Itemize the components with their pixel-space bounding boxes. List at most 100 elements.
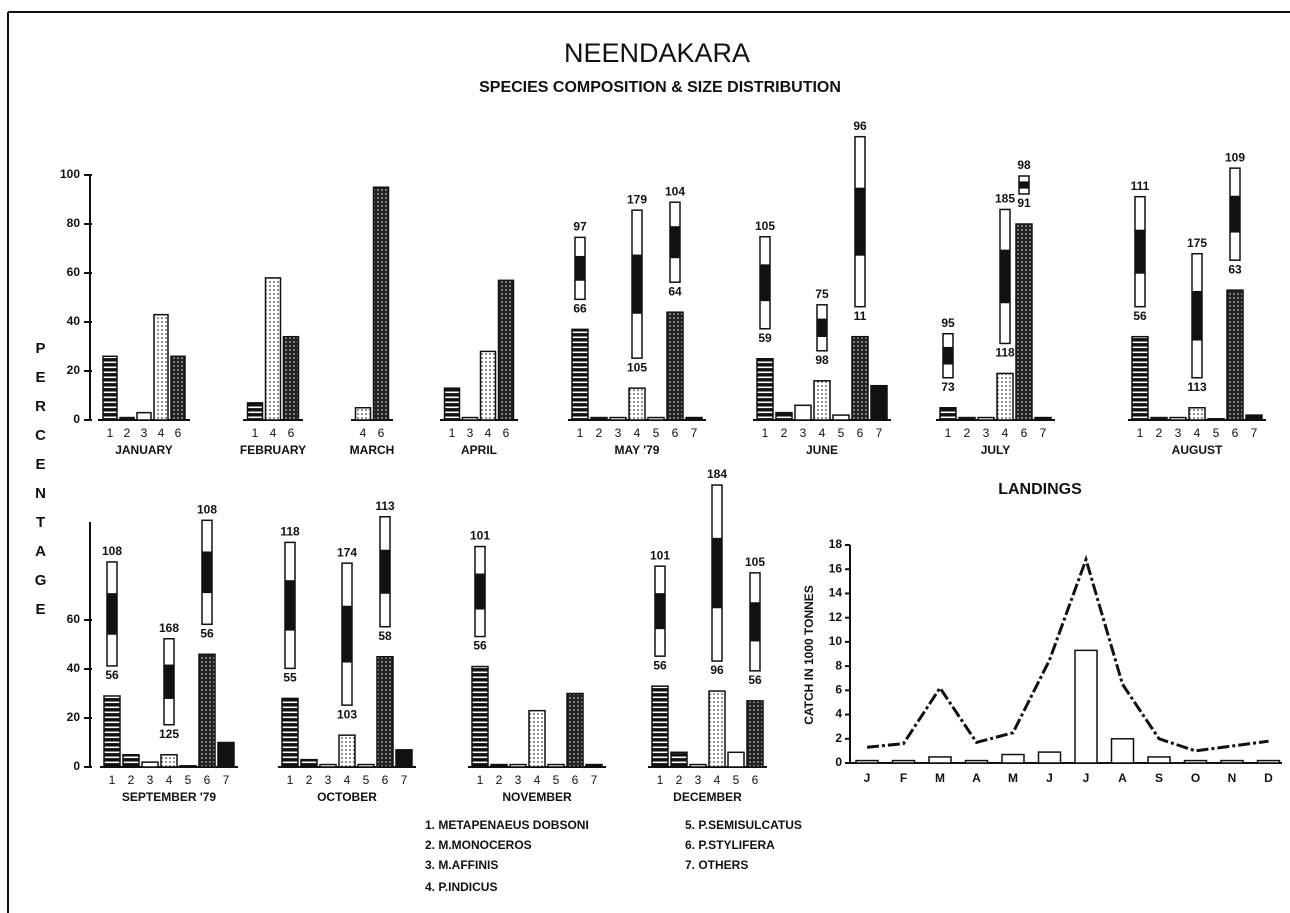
x-tick-label: 5 — [838, 426, 845, 440]
x-tick-label: 1 — [449, 426, 456, 440]
y-tick-label: 14 — [829, 586, 843, 600]
size-mode — [380, 549, 390, 594]
bar — [628, 387, 646, 421]
x-tick-label: 4 — [1002, 426, 1009, 440]
bar — [855, 759, 879, 764]
size-min-label: 11 — [854, 309, 867, 323]
bar — [160, 754, 178, 768]
size-min-label: 59 — [758, 331, 772, 345]
bar — [153, 313, 169, 421]
bar — [746, 700, 764, 768]
x-tick-label: 1 — [1137, 426, 1144, 440]
bar — [217, 741, 235, 768]
legend-entry: 6. P.STYLIFERA — [685, 838, 775, 852]
x-tick-label: 1 — [109, 773, 116, 787]
x-tick-label: 6 — [378, 426, 385, 440]
size-mode — [202, 551, 212, 594]
size-mode — [1135, 229, 1145, 274]
y-tick-label: 4 — [835, 707, 842, 721]
size-min-label: 96 — [710, 663, 724, 677]
size-max-label: 101 — [470, 529, 490, 543]
x-tick-label: 4 — [634, 426, 641, 440]
x-tick-label: 6 — [382, 773, 389, 787]
bar — [319, 763, 337, 768]
size-mode — [817, 318, 827, 337]
bar — [585, 763, 603, 768]
size-max-label: 113 — [375, 499, 395, 513]
size-min-label: 56 — [653, 658, 667, 672]
bar — [1150, 416, 1168, 421]
y-tick-label: 10 — [829, 634, 843, 648]
bar — [490, 763, 508, 768]
x-tick-label: 6 — [857, 426, 864, 440]
size-min-label: 58 — [378, 629, 392, 643]
x-tick-label: 3 — [1175, 426, 1182, 440]
x-tick-label: 4 — [158, 426, 165, 440]
x-tick-label: 4 — [485, 426, 492, 440]
bar — [395, 749, 413, 768]
bar — [851, 335, 869, 421]
bar — [282, 335, 300, 421]
bar — [571, 328, 589, 421]
size-max-label: 118 — [280, 525, 300, 539]
size-max-label: 96 — [853, 119, 867, 133]
bar — [136, 411, 152, 421]
bar — [461, 416, 479, 421]
x-tick-label: 7 — [591, 773, 598, 787]
x-tick-label: 4 — [1194, 426, 1201, 440]
y-tick-label: 0 — [73, 412, 80, 426]
y-tick-label: 18 — [829, 537, 843, 551]
size-max-label: 98 — [1017, 158, 1031, 172]
x-tick-label: 7 — [1251, 426, 1258, 440]
bar — [1245, 414, 1263, 421]
bar — [996, 372, 1014, 421]
size-max-label: 185 — [995, 192, 1015, 206]
panel-label: JANUARY — [115, 443, 173, 457]
x-tick-label: 4 — [819, 426, 826, 440]
size-max-label: 111 — [1131, 179, 1150, 193]
size-min-label: 64 — [668, 284, 682, 298]
size-min-label: 63 — [1228, 262, 1242, 276]
x-tick-label: 5 — [1213, 426, 1220, 440]
y-tick-label: 0 — [73, 759, 80, 773]
x-tick-label: 4 — [714, 773, 721, 787]
size-min-label: 91 — [1017, 196, 1031, 210]
size-mode — [1019, 181, 1029, 189]
size-mode — [943, 346, 953, 365]
x-tick-label: 6 — [572, 773, 579, 787]
bar — [870, 384, 888, 421]
size-max-label: 108 — [197, 502, 217, 516]
y-tick-label: 2 — [835, 731, 842, 745]
legend-entry: 4. P.INDICUS — [425, 880, 497, 894]
panel-label: NOVEMBER — [502, 790, 572, 804]
bar — [471, 665, 489, 768]
x-tick-label: 7 — [1040, 426, 1047, 440]
bar — [708, 690, 726, 768]
x-tick-label: 1 — [477, 773, 484, 787]
bar — [727, 751, 745, 768]
size-max-label: 168 — [159, 621, 179, 635]
bar — [246, 402, 264, 421]
y-tick-label: 100 — [60, 167, 80, 181]
bar — [832, 414, 850, 421]
size-min-label: 56 — [200, 626, 214, 640]
bar — [813, 380, 831, 421]
panel-label: SEPTEMBER '79 — [122, 790, 217, 804]
size-min-label: 73 — [941, 380, 955, 394]
x-tick-label: 6 — [1232, 426, 1239, 440]
bar — [264, 277, 282, 421]
size-min-label: 103 — [337, 707, 357, 721]
size-mode — [475, 573, 485, 610]
bar — [1074, 649, 1098, 764]
bar — [338, 734, 356, 768]
bar — [509, 763, 527, 768]
x-tick-label: 4 — [344, 773, 351, 787]
bar — [1188, 407, 1206, 421]
x-tick-label: 2 — [496, 773, 503, 787]
bar — [357, 763, 375, 768]
x-tick-label: F — [900, 771, 907, 785]
size-mode — [855, 187, 865, 256]
bar — [497, 279, 515, 421]
y-tick-label: 60 — [67, 265, 81, 279]
y-tick-label: 40 — [67, 314, 81, 328]
